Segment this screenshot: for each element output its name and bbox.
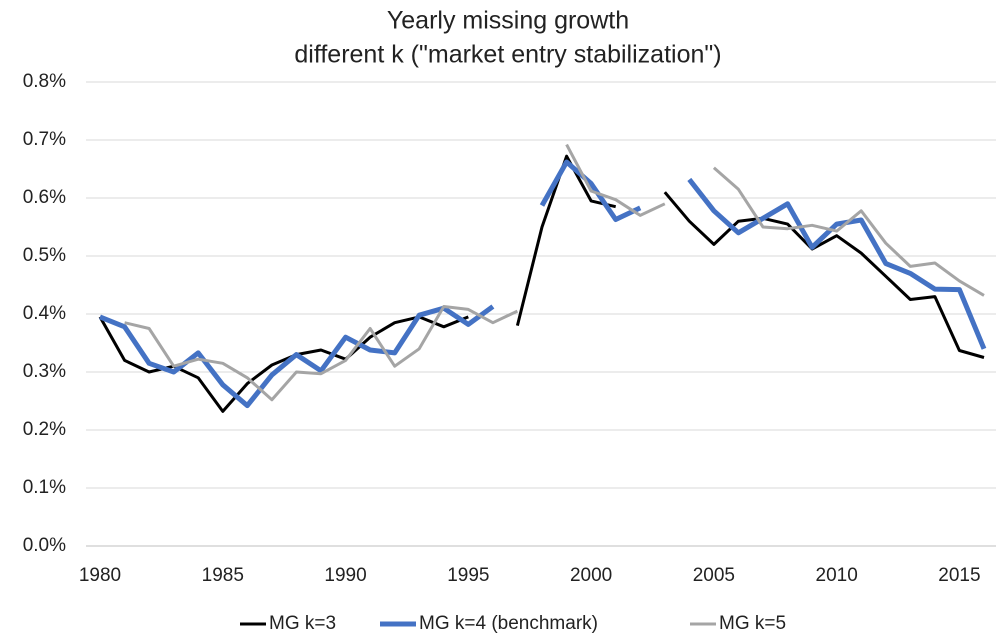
y-tick-label: 0.5% — [23, 245, 66, 266]
y-tick-label: 0.4% — [23, 303, 66, 324]
legend-label: MG k=3 — [269, 613, 336, 634]
series-line — [99, 159, 987, 409]
y-tick-label: 0.2% — [23, 419, 66, 440]
legend-label: MG k=4 (benchmark) — [419, 613, 598, 634]
y-tick-label: 0.6% — [23, 187, 66, 208]
x-tick-label: 2015 — [938, 565, 980, 586]
series-line — [98, 154, 985, 413]
x-tick-label: 2005 — [693, 565, 735, 586]
y-tick-label: 0.7% — [23, 129, 66, 150]
x-tick-label: 2000 — [570, 565, 612, 586]
y-tick-label: 0.0% — [23, 535, 66, 556]
y-tick-label: 0.3% — [23, 361, 66, 382]
x-tick-label: 1985 — [202, 565, 244, 586]
x-tick-label: 1995 — [447, 565, 489, 586]
chart-title: different k ("market entry stabilization… — [294, 41, 721, 69]
chart-title: Yearly missing growth — [387, 7, 629, 35]
legend-label: MG k=5 — [719, 613, 786, 634]
y-tick-label: 0.8% — [23, 71, 66, 92]
x-tick-label: 2010 — [816, 565, 858, 586]
series-line — [124, 143, 985, 402]
x-tick-label: 1980 — [79, 565, 121, 586]
x-tick-label: 1990 — [324, 565, 366, 586]
y-tick-label: 0.1% — [23, 477, 66, 498]
